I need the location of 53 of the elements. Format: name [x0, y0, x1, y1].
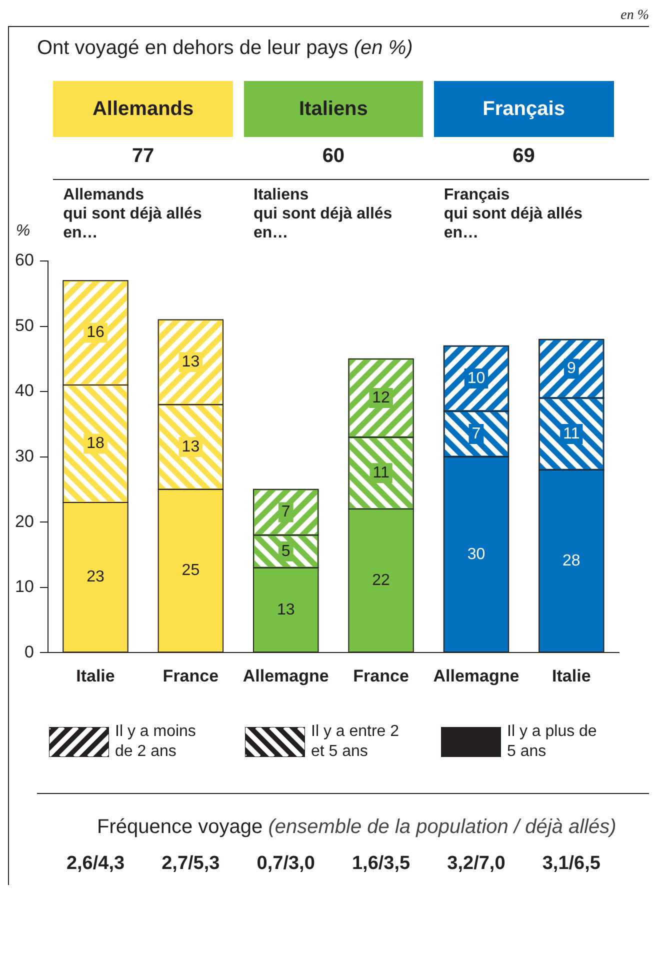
x-tick-label: Italie	[552, 666, 591, 686]
text: Allemands qui sont déjà allés en…	[63, 186, 202, 242]
data-label: 12	[372, 389, 390, 406]
text: Il y a plus de 5 ans	[507, 722, 598, 762]
data-label: 25	[182, 562, 200, 580]
y-tick-label: 30	[14, 446, 34, 466]
text: 3,1/6,5	[541, 853, 602, 875]
text: Il y a moins de 2 ans	[115, 722, 197, 762]
data-label: 30	[467, 546, 486, 563]
text: Italiens qui sont déjà allés en…	[254, 186, 392, 242]
data-label: 11	[563, 425, 580, 442]
data-label: 18	[86, 435, 104, 452]
text: en %	[620, 8, 649, 25]
y-tick-label: 20	[14, 512, 34, 531]
text: Allemands	[53, 81, 234, 137]
data-label: 22	[372, 572, 390, 589]
data-label: 7	[472, 425, 481, 442]
y-tick-label: 0	[24, 642, 34, 662]
x-tick-label: Italie	[76, 666, 115, 686]
y-tick-label: 50	[14, 316, 34, 335]
data-label: 5	[281, 542, 290, 560]
data-label: 11	[372, 464, 390, 482]
y-tick-label: 60	[14, 250, 34, 270]
x-tick-label: France	[162, 666, 219, 686]
text: 1,6/3,5	[350, 853, 412, 875]
text: Français	[434, 81, 614, 137]
text: Il y a entre 2 et 5 ans	[311, 722, 400, 762]
text: Italiens	[244, 81, 424, 137]
x-tick-label: France	[353, 666, 409, 686]
data-label: 13	[182, 438, 200, 456]
chart-title: Ont voyagé en dehors de leur pays (en %)	[36, 37, 414, 61]
text: 69	[512, 145, 536, 168]
y-tick-label: 40	[14, 381, 34, 400]
text: 77	[130, 145, 156, 168]
data-label: 13	[276, 601, 295, 618]
text: Français qui sont déjà allés en…	[444, 186, 583, 242]
y-axis-title: %	[16, 222, 30, 240]
text: 60	[321, 145, 346, 168]
x-tick-label: Allemagne	[242, 666, 329, 686]
data-label: 28	[562, 552, 580, 570]
data-label: 9	[566, 360, 576, 378]
x-tick-label: Allemagne	[433, 666, 520, 686]
data-label: 23	[86, 568, 104, 586]
y-tick-label: 10	[14, 577, 34, 596]
data-label: 16	[86, 324, 104, 342]
data-label: 7	[281, 504, 290, 521]
text: 2,7/5,3	[160, 853, 221, 875]
text: 2,6/4,3	[65, 853, 126, 875]
data-label: 10	[467, 370, 486, 387]
text: 3,2/7,0	[446, 853, 506, 875]
text: 0,7/3,0	[256, 853, 316, 875]
text: Fréquence voyage (ensemble de la population / déjà allés)	[96, 816, 618, 839]
data-label: 13	[182, 354, 200, 371]
